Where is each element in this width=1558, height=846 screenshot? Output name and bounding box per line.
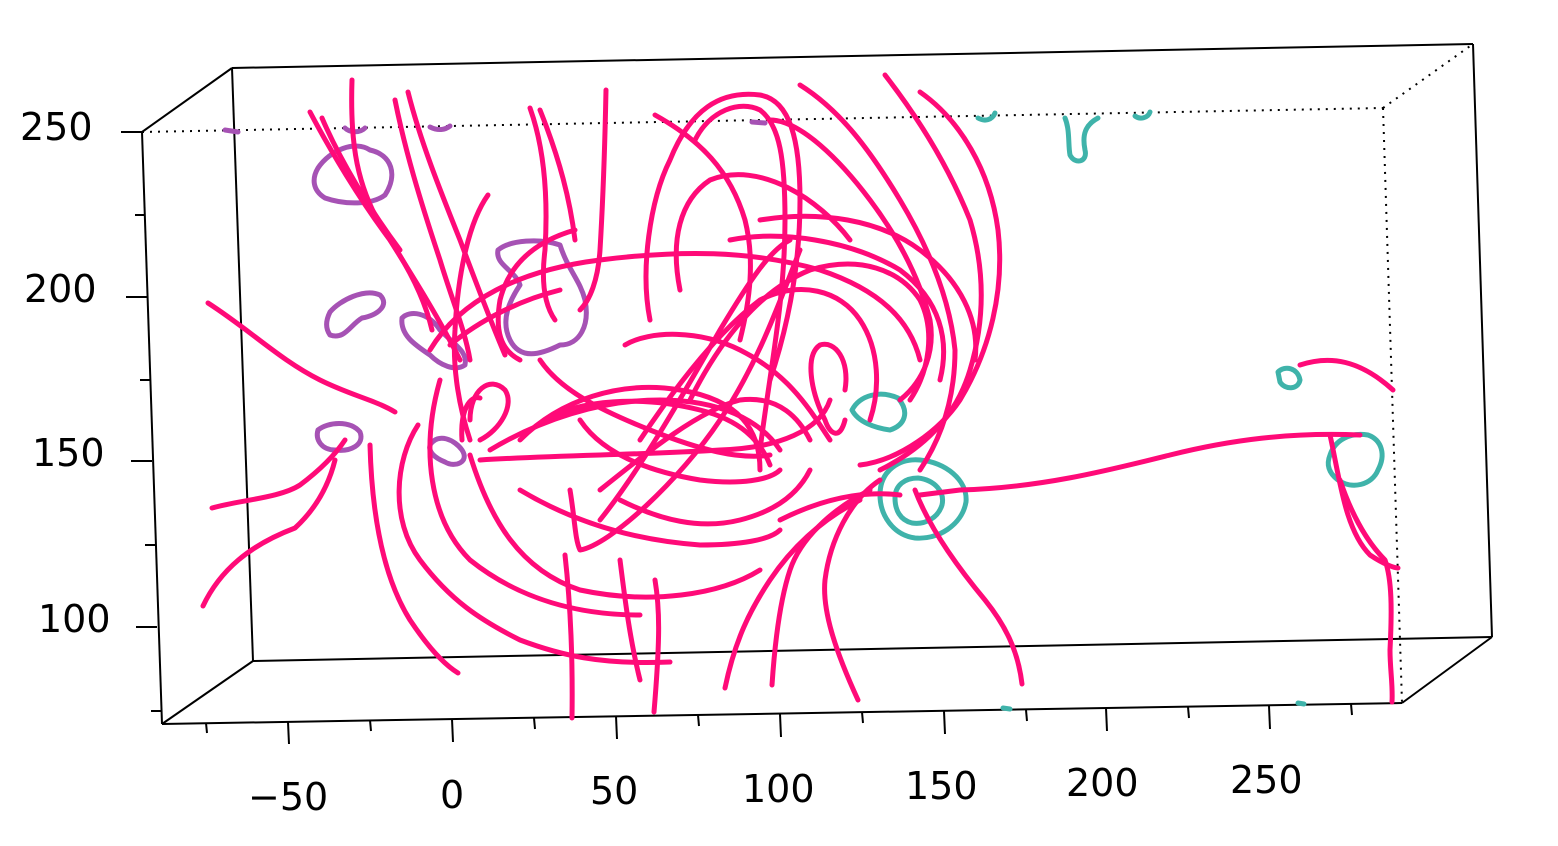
y-tick-label: 150 xyxy=(32,431,105,475)
box-edge-bottom-front xyxy=(161,702,1403,725)
field-line xyxy=(209,437,348,511)
field-line xyxy=(1337,477,1395,705)
field-line xyxy=(597,396,813,493)
field-line xyxy=(367,442,461,676)
contour xyxy=(427,435,467,467)
field-line xyxy=(495,227,578,363)
field-line xyxy=(637,287,879,443)
x-axis-ticks xyxy=(205,703,1353,745)
field-line xyxy=(622,331,833,443)
box-edge-bottom-left xyxy=(161,660,254,725)
contour xyxy=(1275,365,1303,391)
field-line xyxy=(527,105,558,323)
field-line xyxy=(542,398,773,468)
contour xyxy=(877,457,969,541)
field-line xyxy=(692,103,788,453)
field-line xyxy=(200,457,338,609)
field-line xyxy=(617,467,813,527)
box-edge-back-left-vertical xyxy=(231,67,254,662)
box-edge-back-bottom xyxy=(252,636,1493,662)
field-line xyxy=(1297,357,1396,393)
x-axis-labels: −50 0 50 100 150 200 250 xyxy=(248,758,1303,819)
contour xyxy=(324,290,387,339)
box-edge-right-front-dotted xyxy=(1382,107,1403,704)
field-line xyxy=(577,87,609,313)
box-edge-top-back-left xyxy=(141,67,233,133)
field-line xyxy=(643,91,803,383)
field-line xyxy=(517,487,783,548)
box-edge-bottom-right xyxy=(1401,636,1493,704)
field-line xyxy=(857,89,1003,468)
field-line xyxy=(467,381,511,443)
box-edge-top-back xyxy=(231,43,1474,69)
field-line xyxy=(777,491,903,523)
field-line xyxy=(567,247,803,553)
y-tick-label: 100 xyxy=(38,597,111,641)
box-edge-right-back xyxy=(1472,43,1493,638)
y-tick-label: 250 xyxy=(20,105,93,149)
field-line xyxy=(427,377,643,618)
bounding-box xyxy=(141,43,1493,725)
field-line xyxy=(757,213,979,363)
x-tick-label: −50 xyxy=(248,775,328,819)
x-tick-label: 50 xyxy=(590,769,638,813)
y-axis-labels: 250 200 150 100 xyxy=(20,105,111,641)
field-line xyxy=(319,115,403,253)
contour xyxy=(1132,109,1153,121)
magnetic-field-lines xyxy=(200,72,1401,721)
box-edge-top-right-dotted xyxy=(1382,43,1474,109)
field-line xyxy=(808,341,849,436)
field-line xyxy=(673,172,853,293)
field-line xyxy=(727,233,947,383)
x-tick-label: 0 xyxy=(440,773,464,817)
field-line xyxy=(912,487,1025,687)
box-edge-left-front xyxy=(141,131,163,725)
field-line xyxy=(562,552,575,721)
field-line xyxy=(307,109,435,333)
field-line xyxy=(652,112,753,343)
y-axis-ticks xyxy=(121,131,161,712)
x-tick-label: 100 xyxy=(742,767,815,811)
field-line xyxy=(537,107,578,243)
contour xyxy=(749,119,768,126)
field-line xyxy=(459,395,483,443)
field-line xyxy=(392,97,473,363)
field-line xyxy=(687,261,932,403)
field-line xyxy=(651,577,662,715)
field-line xyxy=(722,497,863,691)
x-tick-label: 200 xyxy=(1066,761,1139,805)
contour xyxy=(314,421,364,453)
field-line xyxy=(447,287,563,348)
field-line xyxy=(617,557,643,683)
field-line xyxy=(451,192,491,443)
field-line xyxy=(427,250,923,363)
field-line xyxy=(877,72,984,473)
x-tick-label: 250 xyxy=(1230,758,1303,802)
negative-polarity-contours xyxy=(222,119,768,467)
field-line xyxy=(577,417,783,485)
contour xyxy=(849,391,908,433)
contour xyxy=(1295,700,1307,707)
field-line xyxy=(467,452,763,600)
field-line xyxy=(1327,432,1401,571)
field-line xyxy=(396,422,673,665)
field-line xyxy=(917,431,1363,498)
contour xyxy=(1000,705,1013,712)
contour xyxy=(892,475,946,526)
field-line xyxy=(477,397,833,463)
contour xyxy=(1062,115,1101,164)
positive-polarity-contours xyxy=(849,109,1385,712)
contour xyxy=(495,238,589,357)
x-tick-label: 150 xyxy=(905,764,978,808)
field-line xyxy=(537,357,773,459)
contour xyxy=(975,110,998,123)
contour xyxy=(427,123,453,132)
contour xyxy=(222,127,241,135)
y-tick-label: 200 xyxy=(24,267,97,311)
field-line xyxy=(205,300,398,415)
